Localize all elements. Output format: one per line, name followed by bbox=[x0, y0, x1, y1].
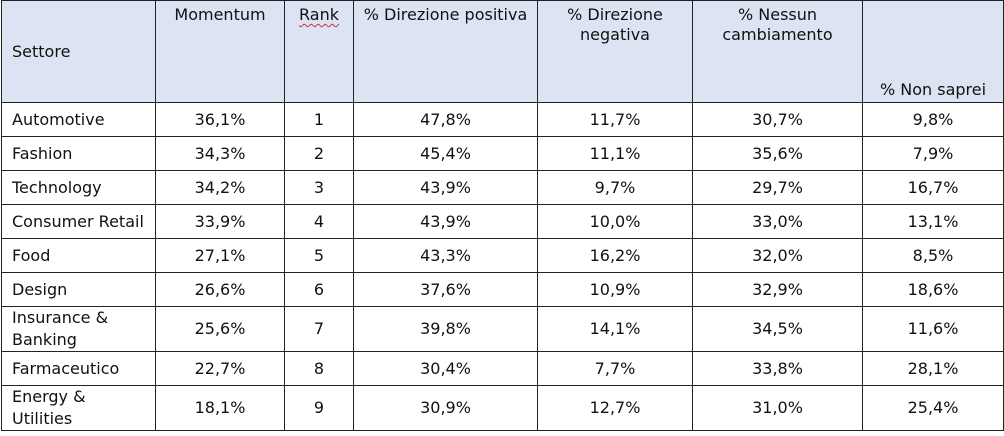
cell-negativa: 14,1% bbox=[537, 306, 693, 352]
table-row: Automotive 36,1% 1 47,8% 11,7% 30,7% 9,8… bbox=[1, 102, 1004, 137]
cell-rank: 8 bbox=[284, 351, 354, 386]
cell-positiva: 45,4% bbox=[353, 136, 538, 171]
cell-rank: 3 bbox=[284, 170, 354, 205]
cell-momentum: 18,1% bbox=[155, 385, 285, 431]
cell-non-saprei: 7,9% bbox=[862, 136, 1004, 171]
cell-rank: 9 bbox=[284, 385, 354, 431]
table-row: Energy & Utilities 18,1% 9 30,9% 12,7% 3… bbox=[1, 385, 1004, 431]
cell-negativa: 9,7% bbox=[537, 170, 693, 205]
header-settore: Settore bbox=[1, 0, 156, 103]
table-row: Technology 34,2% 3 43,9% 9,7% 29,7% 16,7… bbox=[1, 170, 1004, 205]
header-momentum: Momentum bbox=[155, 0, 285, 103]
cell-non-saprei: 16,7% bbox=[862, 170, 1004, 205]
cell-rank: 2 bbox=[284, 136, 354, 171]
cell-nessun: 32,0% bbox=[692, 238, 863, 273]
header-direzione-positiva: % Direzione positiva bbox=[353, 0, 538, 103]
cell-negativa: 7,7% bbox=[537, 351, 693, 386]
cell-rank: 7 bbox=[284, 306, 354, 352]
cell-non-saprei: 9,8% bbox=[862, 102, 1004, 137]
cell-settore: Energy & Utilities bbox=[1, 385, 156, 431]
cell-rank: 1 bbox=[284, 102, 354, 137]
header-rank-label: Rank bbox=[299, 5, 339, 24]
cell-nessun: 34,5% bbox=[692, 306, 863, 352]
cell-momentum: 27,1% bbox=[155, 238, 285, 273]
cell-nessun: 32,9% bbox=[692, 272, 863, 307]
cell-rank: 5 bbox=[284, 238, 354, 273]
cell-positiva: 37,6% bbox=[353, 272, 538, 307]
cell-non-saprei: 28,1% bbox=[862, 351, 1004, 386]
cell-settore: Food bbox=[1, 238, 156, 273]
cell-positiva: 30,9% bbox=[353, 385, 538, 431]
cell-non-saprei: 18,6% bbox=[862, 272, 1004, 307]
header-row: Settore Momentum Rank % Direzione positi… bbox=[1, 0, 1004, 103]
cell-settore: Automotive bbox=[1, 102, 156, 137]
cell-positiva: 43,3% bbox=[353, 238, 538, 273]
cell-negativa: 12,7% bbox=[537, 385, 693, 431]
cell-positiva: 43,9% bbox=[353, 204, 538, 239]
cell-negativa: 10,9% bbox=[537, 272, 693, 307]
table-row: Farmaceutico 22,7% 8 30,4% 7,7% 33,8% 28… bbox=[1, 351, 1004, 386]
cell-positiva: 47,8% bbox=[353, 102, 538, 137]
table-row: Food 27,1% 5 43,3% 16,2% 32,0% 8,5% bbox=[1, 238, 1004, 273]
cell-negativa: 11,1% bbox=[537, 136, 693, 171]
cell-rank: 6 bbox=[284, 272, 354, 307]
cell-settore: Insurance & Banking bbox=[1, 306, 156, 352]
cell-nessun: 35,6% bbox=[692, 136, 863, 171]
header-non-saprei: % Non saprei bbox=[862, 0, 1004, 103]
cell-momentum: 36,1% bbox=[155, 102, 285, 137]
cell-nessun: 31,0% bbox=[692, 385, 863, 431]
cell-settore: Design bbox=[1, 272, 156, 307]
header-nessun-cambiamento: % Nessun cambiamento bbox=[692, 0, 863, 103]
table-row: Design 26,6% 6 37,6% 10,9% 32,9% 18,6% bbox=[1, 272, 1004, 307]
cell-momentum: 33,9% bbox=[155, 204, 285, 239]
cell-non-saprei: 8,5% bbox=[862, 238, 1004, 273]
cell-momentum: 34,2% bbox=[155, 170, 285, 205]
cell-non-saprei: 11,6% bbox=[862, 306, 1004, 352]
cell-negativa: 16,2% bbox=[537, 238, 693, 273]
cell-settore: Technology bbox=[1, 170, 156, 205]
cell-positiva: 39,8% bbox=[353, 306, 538, 352]
cell-momentum: 34,3% bbox=[155, 136, 285, 171]
cell-settore: Farmaceutico bbox=[1, 351, 156, 386]
cell-momentum: 22,7% bbox=[155, 351, 285, 386]
table-row: Insurance & Banking 25,6% 7 39,8% 14,1% … bbox=[1, 306, 1004, 352]
cell-rank: 4 bbox=[284, 204, 354, 239]
header-rank: Rank bbox=[284, 0, 354, 103]
cell-settore: Consumer Retail bbox=[1, 204, 156, 239]
cell-nessun: 30,7% bbox=[692, 102, 863, 137]
cell-settore: Fashion bbox=[1, 136, 156, 171]
cell-non-saprei: 13,1% bbox=[862, 204, 1004, 239]
cell-positiva: 43,9% bbox=[353, 170, 538, 205]
header-direzione-negativa: % Direzione negativa bbox=[537, 0, 693, 103]
cell-non-saprei: 25,4% bbox=[862, 385, 1004, 431]
table-row: Consumer Retail 33,9% 4 43,9% 10,0% 33,0… bbox=[1, 204, 1004, 239]
cell-negativa: 11,7% bbox=[537, 102, 693, 137]
cell-momentum: 26,6% bbox=[155, 272, 285, 307]
cell-nessun: 29,7% bbox=[692, 170, 863, 205]
cell-nessun: 33,8% bbox=[692, 351, 863, 386]
cell-negativa: 10,0% bbox=[537, 204, 693, 239]
cell-positiva: 30,4% bbox=[353, 351, 538, 386]
table-row: Fashion 34,3% 2 45,4% 11,1% 35,6% 7,9% bbox=[1, 136, 1004, 171]
cell-momentum: 25,6% bbox=[155, 306, 285, 352]
cell-nessun: 33,0% bbox=[692, 204, 863, 239]
